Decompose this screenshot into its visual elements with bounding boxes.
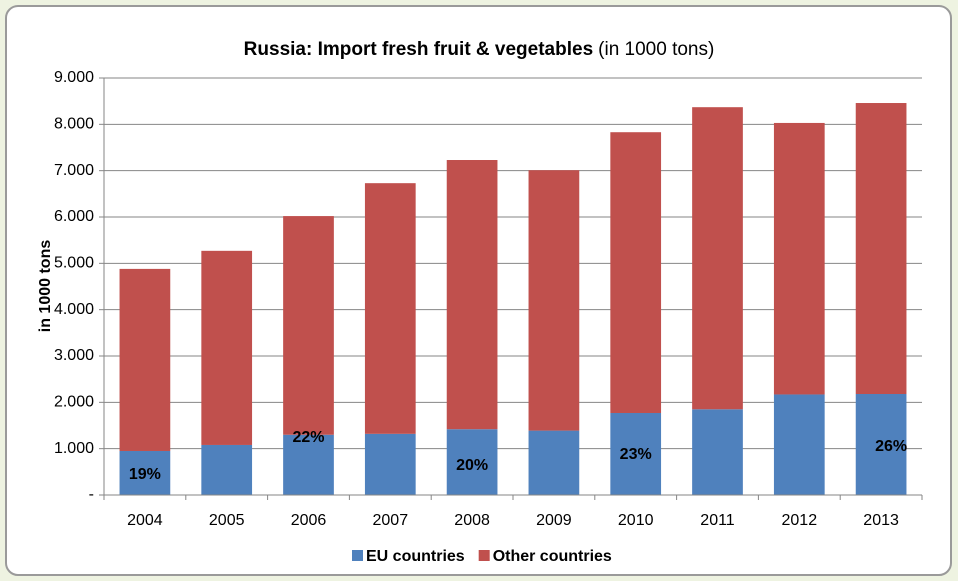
x-tick-label: 2008 <box>454 512 490 529</box>
y-tick-label: 8.000 <box>54 116 94 133</box>
bar-segment <box>119 450 171 495</box>
bar-segment <box>364 183 416 434</box>
y-tick-label: 4.000 <box>54 301 94 318</box>
bar-segment <box>692 409 743 495</box>
title-note: (in 1000 tons) <box>598 39 714 60</box>
bar-segment <box>201 250 253 445</box>
legend-label: EU countries <box>366 548 465 565</box>
bar-segment <box>610 132 662 413</box>
bar-segment <box>855 103 907 394</box>
bar-segment <box>528 430 580 495</box>
bar-segment <box>692 107 743 410</box>
bar-segment <box>528 170 580 431</box>
y-tick-label: 7.000 <box>54 162 94 179</box>
legend-label: Other countries <box>493 548 612 565</box>
bar-segment <box>364 433 416 495</box>
y-tick-label: 5.000 <box>54 255 94 272</box>
y-tick-label: - <box>89 486 94 503</box>
annotation: 20% <box>456 457 488 474</box>
bar-segment <box>773 122 825 395</box>
annotation: 26% <box>875 438 907 455</box>
x-tick-label: 2012 <box>782 512 818 529</box>
annotation: 23% <box>620 446 652 463</box>
annotation: 19% <box>129 466 161 483</box>
bar-segment <box>446 160 498 430</box>
bar-segment <box>201 444 253 495</box>
y-tick-label: 9.000 <box>54 69 94 86</box>
bar-segment <box>773 394 825 495</box>
bar-segment <box>283 216 334 435</box>
x-tick-label: 2006 <box>291 512 327 529</box>
bar-segment <box>855 393 907 495</box>
y-tick-label: 3.000 <box>54 347 94 364</box>
y-tick-label: 6.000 <box>54 208 94 225</box>
x-tick-label: 2013 <box>863 512 899 529</box>
x-tick-label: 2011 <box>700 512 735 529</box>
bar-segment <box>446 429 498 495</box>
bar-segment <box>119 268 171 451</box>
x-tick-label: 2007 <box>373 512 409 529</box>
legend-swatch <box>478 550 490 561</box>
bar-segment <box>610 412 662 495</box>
y-axis-label: in 1000 tons <box>37 240 54 333</box>
chart-title: Russia: Import fresh fruit & vegetables(… <box>244 39 715 60</box>
bar-segment <box>283 434 334 495</box>
y-tick-label: 1.000 <box>54 440 94 457</box>
x-tick-label: 2010 <box>618 512 654 529</box>
x-tick-label: 2004 <box>127 512 163 529</box>
y-tick-label: 2.000 <box>54 394 94 411</box>
legend-swatch <box>352 550 363 561</box>
x-tick-label: 2005 <box>209 512 245 529</box>
title-main: Russia: Import fresh fruit & vegetables <box>244 39 593 60</box>
x-tick-label: 2009 <box>536 512 572 529</box>
annotation: 22% <box>292 429 324 446</box>
